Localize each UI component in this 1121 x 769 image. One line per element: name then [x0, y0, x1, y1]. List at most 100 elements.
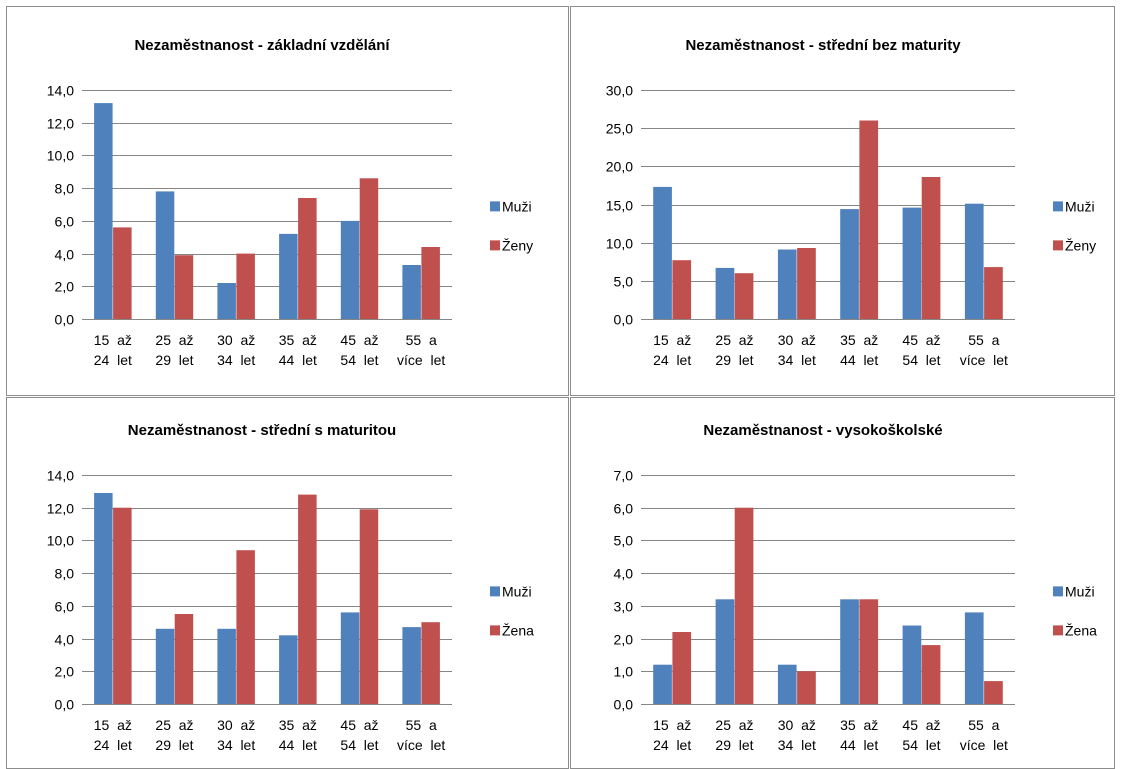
y-tick-label: 4,0	[55, 247, 75, 263]
bar-series-1	[964, 203, 984, 319]
y-tick-label: 2,0	[55, 664, 75, 680]
legend-swatch	[490, 201, 500, 212]
x-tick-label: 15 až	[653, 332, 691, 348]
bar-series-2	[113, 507, 132, 704]
x-tick-label: 45 až	[902, 332, 940, 348]
x-tick-label: 34 let	[217, 352, 255, 368]
x-tick-label: 44 let	[279, 352, 317, 368]
legend-label: Muži	[502, 198, 532, 214]
legend-swatch	[1053, 586, 1063, 597]
y-tick-label: 0,0	[614, 697, 634, 713]
bar-series-1	[777, 664, 797, 704]
chart-title: Nezaměstnanost - základní vzdělání	[134, 37, 390, 54]
chart-svg: Nezaměstnanost - základní vzdělání 0,0 2,0…	[6, 6, 569, 396]
y-tick-label: 25,0	[606, 121, 633, 137]
bar-series-2	[672, 632, 692, 704]
y-tick-label: 14,0	[47, 468, 74, 484]
x-tick-label: 54 let	[340, 737, 378, 753]
x-tick-label: 34 let	[217, 737, 255, 753]
bar-series-1	[279, 233, 298, 319]
x-tick-label: 25 až	[715, 332, 753, 348]
x-tick-label: 25 až	[155, 717, 193, 733]
legend-swatch	[1053, 240, 1063, 251]
legend-label: Muži	[1065, 198, 1095, 214]
bar-series-1	[902, 207, 922, 319]
y-tick-label: 15,0	[606, 198, 633, 214]
x-tick-label: 30 až	[217, 332, 255, 348]
bar-series-2	[174, 614, 194, 704]
x-tick-label: 54 let	[340, 352, 378, 368]
chart-border	[570, 397, 1115, 769]
x-tick-label: 55 a	[406, 332, 437, 348]
legend-swatch	[490, 625, 500, 636]
bar-series-2	[174, 255, 194, 319]
x-tick-label: 35 až	[840, 717, 878, 733]
bar-series-2	[236, 253, 255, 319]
bar-series-1	[217, 283, 236, 319]
x-tick-label: více let	[397, 737, 445, 753]
bar-series-1	[217, 628, 236, 704]
bar-series-2	[298, 494, 317, 704]
bar-series-2	[734, 507, 754, 704]
x-tick-label: 55 a	[406, 717, 437, 733]
x-tick-label: 24 let	[94, 352, 132, 368]
y-tick-label: 30,0	[606, 83, 633, 99]
x-tick-label: 29 let	[155, 737, 193, 753]
y-tick-label: 20,0	[606, 159, 633, 175]
legend-swatch	[1053, 625, 1063, 636]
x-tick-label: 30 až	[217, 717, 255, 733]
x-tick-label: 29 let	[155, 352, 193, 368]
y-tick-label: 5,0	[614, 274, 634, 290]
bar-series-2	[298, 198, 317, 319]
bar-series-1	[155, 191, 175, 319]
x-tick-label: 29 let	[715, 737, 753, 753]
bar-series-2	[921, 645, 941, 704]
bar-series-1	[155, 628, 175, 704]
bar-series-1	[402, 265, 421, 319]
x-tick-label: více let	[397, 352, 445, 368]
y-tick-label: 4,0	[55, 632, 75, 648]
x-tick-label: 35 až	[279, 332, 317, 348]
bar-series-1	[777, 249, 797, 319]
chart-border	[6, 397, 569, 769]
x-tick-label: více let	[960, 352, 1008, 368]
bar-series-1	[94, 103, 113, 319]
x-tick-label: více let	[960, 737, 1008, 753]
bar-series-2	[734, 273, 754, 319]
legend-label: Žena	[502, 622, 534, 638]
x-tick-label: 55 a	[968, 717, 999, 733]
x-tick-label: 44 let	[840, 737, 878, 753]
legend-label: Muži	[1065, 583, 1095, 599]
bar-series-1	[715, 599, 735, 704]
x-tick-label: 44 let	[279, 737, 317, 753]
x-tick-label: 44 let	[840, 352, 878, 368]
bar-series-2	[984, 681, 1003, 704]
x-tick-label: 54 let	[902, 352, 940, 368]
chart-panel-vysokoskolske: Nezaměstnanost - vysokoškolské 0,0 1,0 2,0 3…	[570, 397, 1115, 769]
bar-series-1	[279, 635, 298, 704]
x-tick-label: 45 až	[340, 717, 378, 733]
bar-series-2	[984, 267, 1003, 319]
y-tick-label: 6,0	[55, 599, 75, 615]
chart-title: Nezaměstnanost - střední s maturitou	[128, 422, 396, 439]
chart-panel-stredni-bez-maturity: Nezaměstnanost - střední bez maturity 0,0…	[570, 6, 1115, 396]
y-tick-label: 12,0	[47, 116, 74, 132]
y-tick-label: 7,0	[614, 468, 634, 484]
bar-series-2	[359, 178, 379, 319]
x-tick-label: 45 až	[902, 717, 940, 733]
x-tick-label: 30 až	[778, 332, 816, 348]
x-tick-label: 35 až	[279, 717, 317, 733]
chart-title: Nezaměstnanost - vysokoškolské	[703, 422, 942, 439]
bar-series-2	[859, 599, 879, 704]
bar-series-1	[964, 612, 984, 704]
x-tick-label: 24 let	[94, 737, 132, 753]
y-tick-label: 0,0	[55, 697, 75, 713]
bar-series-2	[113, 227, 132, 319]
bar-series-1	[340, 612, 360, 704]
x-tick-label: 34 let	[778, 352, 816, 368]
bar-series-1	[840, 599, 859, 704]
x-tick-label: 25 až	[155, 332, 193, 348]
bar-series-2	[797, 671, 816, 704]
legend-label: Žena	[1065, 622, 1097, 638]
y-tick-label: 10,0	[47, 533, 74, 549]
